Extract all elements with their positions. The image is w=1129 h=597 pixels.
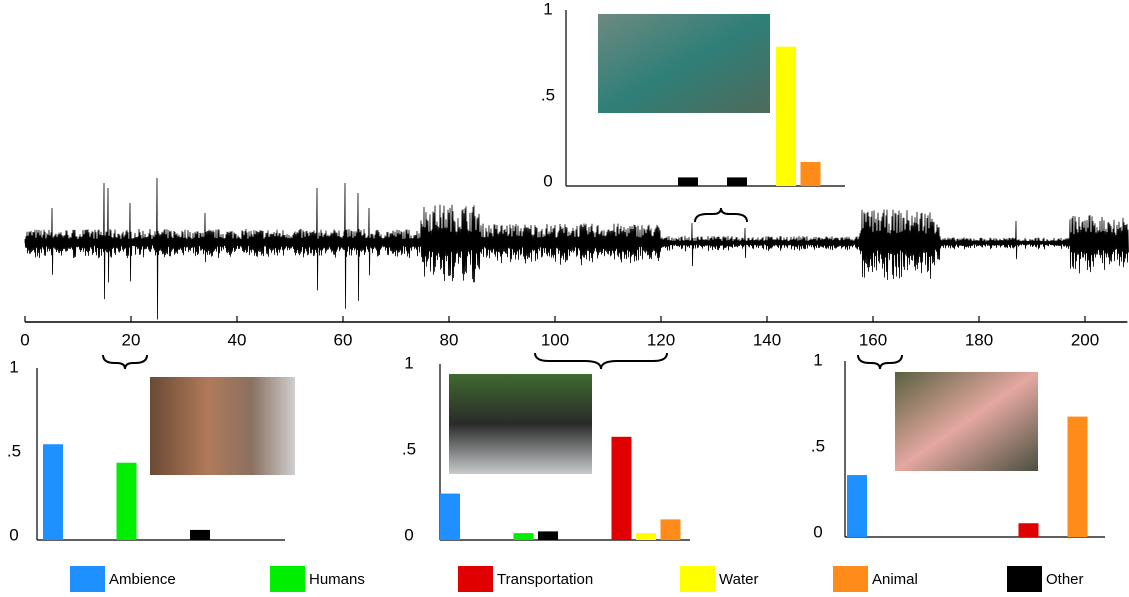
- legend-swatch: [70, 566, 105, 592]
- x-tick-label: 160: [859, 330, 887, 349]
- y-tick-label: 0: [404, 525, 413, 544]
- legend-label: Water: [719, 571, 758, 588]
- x-tick-label: 120: [647, 330, 675, 349]
- y-tick-label: 1: [543, 0, 552, 18]
- bar: [513, 533, 534, 540]
- x-tick-label: 40: [228, 330, 247, 349]
- y-tick-label: 1: [813, 350, 822, 369]
- bar: [678, 177, 698, 186]
- legend-swatch: [270, 566, 305, 592]
- x-tick-label: 0: [20, 330, 29, 349]
- legend-swatch: [680, 566, 715, 592]
- bar: [116, 462, 137, 540]
- bar: [43, 444, 63, 540]
- bar: [1067, 416, 1088, 537]
- x-tick-label: 20: [122, 330, 141, 349]
- waveform: [24, 177, 1129, 320]
- bar: [727, 177, 747, 186]
- brace: [857, 354, 903, 370]
- y-tick-label: 0: [9, 525, 18, 544]
- legend-swatch: [458, 566, 493, 592]
- brace: [694, 207, 748, 223]
- photo: [598, 14, 770, 113]
- legend: Ambience Humans Transportation Water Animal O…: [70, 566, 1084, 592]
- x-tick-label: 60: [334, 330, 353, 349]
- y-tick-label: .5: [541, 85, 555, 104]
- photo: [895, 372, 1038, 471]
- x-tick-label: 100: [541, 330, 569, 349]
- y-tick-label: 1: [404, 353, 413, 372]
- y-tick-label: 1: [9, 357, 18, 376]
- x-tick-label: 140: [753, 330, 781, 349]
- legend-label: Ambience: [109, 571, 176, 588]
- y-tick-label: .5: [7, 441, 21, 460]
- y-tick-label: .5: [811, 436, 825, 455]
- legend-label: Animal: [872, 571, 918, 588]
- brace: [534, 352, 668, 370]
- bar: [611, 436, 632, 540]
- legend-label: Humans: [309, 571, 365, 588]
- bar: [660, 519, 681, 540]
- bar: [847, 475, 867, 537]
- y-tick-label: 0: [543, 171, 552, 190]
- legend-label: Transportation: [497, 571, 593, 588]
- x-tick-label: 200: [1071, 330, 1099, 349]
- bar: [440, 493, 460, 540]
- brace: [102, 354, 148, 370]
- legend-swatch: [1007, 566, 1042, 592]
- waveform-line: [24, 177, 1129, 320]
- legend-swatch: [833, 566, 868, 592]
- bar: [636, 533, 656, 540]
- y-tick-label: .5: [402, 439, 416, 458]
- photo: [449, 374, 592, 474]
- braces: [102, 207, 903, 370]
- legend-label: Other: [1046, 571, 1084, 588]
- y-tick-label: 0: [813, 522, 822, 541]
- bar: [538, 531, 558, 540]
- bar: [800, 161, 821, 186]
- x-tick-label: 80: [440, 330, 459, 349]
- photo: [150, 377, 295, 475]
- bar: [776, 46, 796, 187]
- bar: [1018, 523, 1039, 537]
- bar: [190, 529, 210, 540]
- x-tick-label: 180: [965, 330, 993, 349]
